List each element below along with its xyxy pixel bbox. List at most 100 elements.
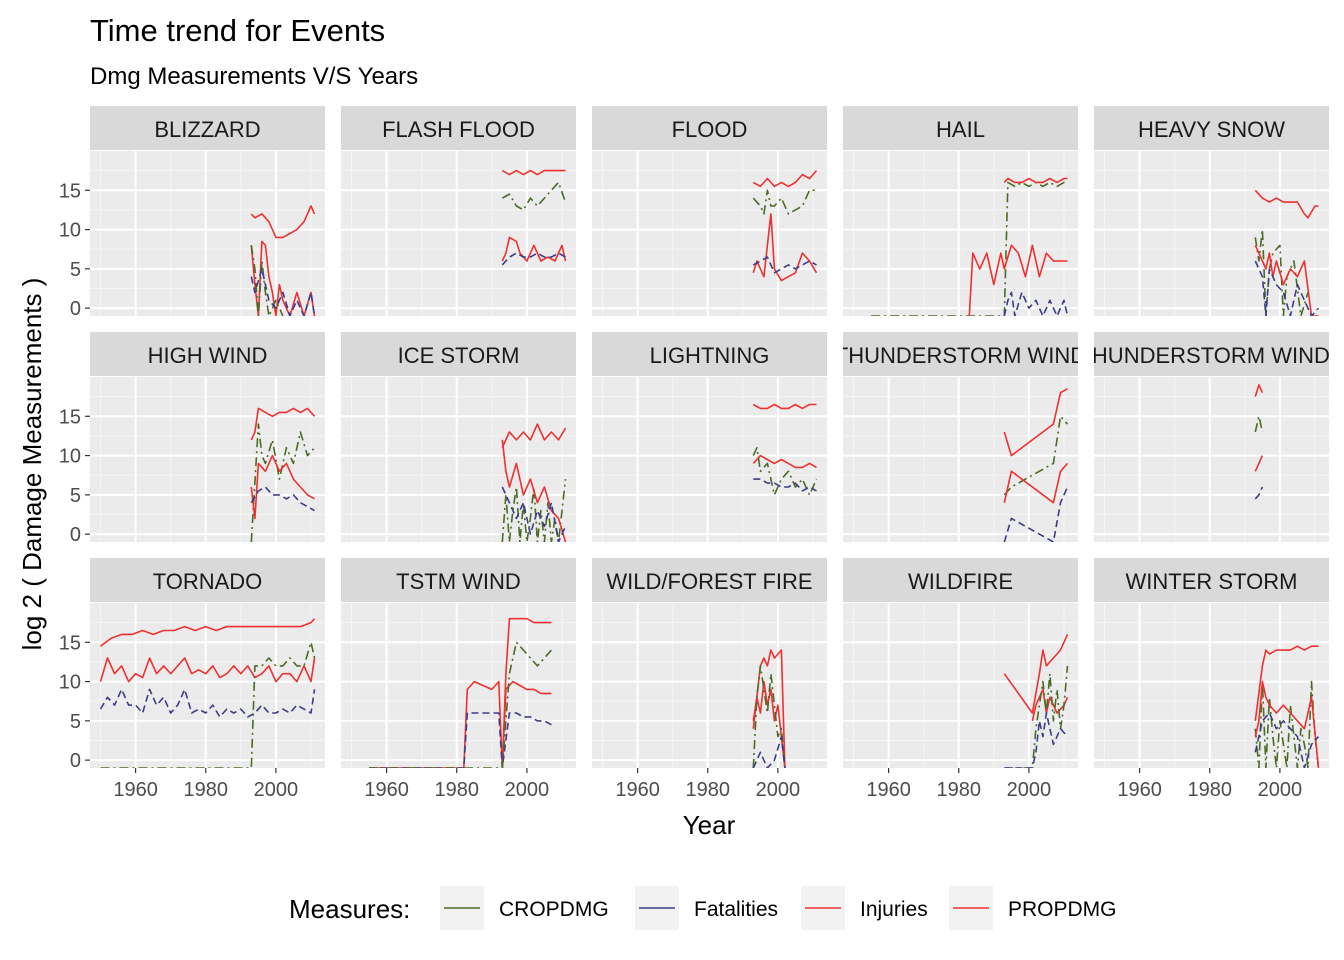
legend-label: CROPDMG	[499, 898, 609, 921]
facet-panel: LIGHTNING	[592, 332, 827, 542]
facet-strip-label: THUNDERSTORM WIND	[835, 343, 1086, 368]
x-tick-label: 1980	[936, 779, 981, 801]
facet-strip-label: ICE STORM	[398, 343, 520, 368]
series-line-fatalities	[250, 486, 315, 512]
facet-strip	[843, 558, 1078, 602]
x-tick-label: 1960	[615, 779, 660, 801]
series-lines	[369, 617, 552, 768]
series-line-fatalities	[1254, 260, 1320, 316]
series-lines	[501, 169, 567, 266]
series-line-cropdmg	[1254, 228, 1309, 316]
series-line-fatalities	[1004, 712, 1069, 768]
series-line-fatalities	[752, 735, 786, 768]
series-line-propdmg	[501, 423, 567, 449]
facet-strip	[1094, 332, 1329, 376]
facet-strip	[341, 558, 576, 602]
facet-panel: WILD/FOREST FIRE 1960 1980 2000	[592, 558, 827, 801]
facet-strip	[90, 332, 325, 376]
x-axis-label: Year	[683, 810, 736, 840]
series-line-fatalities	[1254, 486, 1264, 500]
y-tick-label: 10	[59, 672, 81, 694]
x-tick-label: 1980	[1187, 779, 1232, 801]
series-line-injuries	[1254, 455, 1264, 472]
facet-strip-label: HAIL	[936, 117, 985, 142]
x-tick-label: 1980	[685, 779, 730, 801]
facet-strip-label: TSTM WIND	[396, 569, 521, 594]
facet-panels: BLIZZARD 0 5 10 15 FLASH FLOOD FLOOD HAIL HEAVY …	[59, 106, 1329, 801]
y-tick-label: 10	[59, 220, 81, 242]
series-line-injuries	[501, 236, 567, 262]
facet-strip	[1094, 106, 1329, 150]
series-line-cropdmg	[250, 423, 316, 542]
y-tick-label: 5	[70, 711, 81, 733]
series-lines	[752, 403, 818, 496]
plot-background	[90, 377, 325, 542]
series-line-propdmg	[752, 649, 786, 768]
facet-panel: TSTM WIND 1960 1980 2000	[341, 558, 576, 801]
series-lines	[250, 205, 316, 316]
series-lines	[871, 177, 1069, 316]
series-line-injuries	[1254, 680, 1320, 768]
facet-strip	[1094, 558, 1329, 602]
plot-background	[1094, 377, 1329, 542]
series-line-injuries	[250, 454, 315, 520]
series-line-injuries	[1254, 244, 1319, 316]
y-tick-label: 0	[70, 298, 81, 320]
legend-title: Measures:	[289, 894, 410, 924]
series-lines	[501, 423, 567, 542]
series-line-cropdmg	[501, 181, 567, 211]
x-tick-label: 1960	[113, 779, 158, 801]
plot-background	[341, 151, 576, 316]
series-lines	[1254, 645, 1320, 768]
x-tick-label: 1960	[1117, 779, 1162, 801]
series-line-fatalities	[752, 256, 817, 274]
series-lines	[752, 170, 818, 282]
y-tick-label: 15	[59, 180, 81, 202]
x-tick-label: 1960	[364, 779, 409, 801]
series-line-cropdmg	[752, 189, 817, 215]
facet-panel: WINTER STORM 1960 1980 2000	[1094, 558, 1329, 801]
facet-strip-label: FLOOD	[672, 117, 748, 142]
series-line-propdmg	[752, 403, 817, 410]
series-line-injuries	[99, 657, 316, 683]
series-lines	[250, 407, 316, 542]
facet-strip	[90, 106, 325, 150]
series-line-propdmg	[1003, 634, 1069, 714]
series-line-fatalities	[369, 712, 552, 768]
series-line-fatalities	[250, 268, 316, 316]
facet-strip	[90, 558, 325, 602]
facet-panel: HAIL	[843, 106, 1078, 316]
x-tick-label: 2000	[756, 779, 801, 801]
plot-background	[1094, 151, 1329, 316]
series-line-injuries	[1003, 462, 1069, 504]
facet-strip-label: LIGHTNING	[650, 343, 770, 368]
legend-label: PROPDMG	[1008, 898, 1117, 921]
series-line-fatalities	[1003, 291, 1069, 316]
facet-panel: FLOOD	[592, 106, 827, 316]
y-tick-label: 15	[59, 406, 81, 428]
legend-label: Injuries	[860, 898, 928, 921]
series-lines	[1254, 384, 1264, 500]
series-line-injuries	[968, 244, 1068, 316]
series-line-fatalities	[1003, 486, 1069, 542]
series-line-fatalities	[753, 478, 817, 492]
series-line-propdmg	[250, 407, 316, 441]
series-line-propdmg	[1254, 189, 1319, 219]
series-line-propdmg	[100, 618, 316, 647]
legend-label: Fatalities	[694, 898, 778, 921]
facet-strip	[592, 558, 827, 602]
series-lines	[1003, 388, 1069, 542]
chart-subtitle: Dmg Measurements V/S Years	[90, 63, 418, 90]
series-line-fatalities	[1254, 712, 1320, 768]
plot-background	[341, 603, 576, 768]
series-line-propdmg	[1254, 645, 1319, 722]
facet-panel: HIGH WIND 0 5 10 15	[59, 332, 325, 546]
series-line-propdmg	[250, 205, 316, 239]
facet-panel: THUNDERSTORM WINDS	[1094, 332, 1329, 542]
series-lines	[752, 649, 786, 768]
series-line-propdmg	[1003, 177, 1068, 184]
facet-strip-label: WILD/FOREST FIRE	[606, 569, 812, 594]
y-tick-label: 0	[70, 524, 81, 546]
plot-background	[843, 151, 1078, 316]
